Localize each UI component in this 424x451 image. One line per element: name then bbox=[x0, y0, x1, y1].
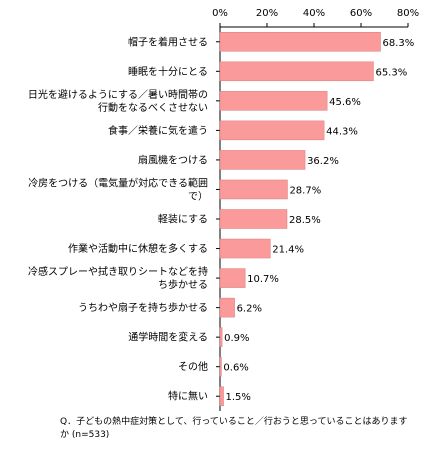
category-label: ち歩かせる bbox=[158, 278, 208, 291]
value-label: 68.3% bbox=[383, 38, 415, 49]
category-label: その他 bbox=[178, 360, 208, 373]
category-label: 通学時間を変える bbox=[128, 331, 208, 344]
value-label: 6.2% bbox=[237, 304, 262, 315]
x-tick-label: 0% bbox=[212, 8, 228, 19]
bar bbox=[219, 91, 328, 111]
category-label: うちわや扇子を持ち歩かせる bbox=[78, 301, 208, 314]
category-label: 冷感スプレーや拭き取りシートなどを持 bbox=[28, 265, 208, 278]
bar bbox=[219, 61, 374, 82]
bar bbox=[219, 238, 271, 259]
bar bbox=[219, 179, 288, 200]
value-label: 28.5% bbox=[289, 215, 321, 226]
category-label: 特に無い bbox=[168, 390, 208, 403]
x-tick-label: 80% bbox=[397, 8, 419, 19]
value-label: 44.3% bbox=[326, 126, 358, 137]
bar bbox=[219, 120, 325, 141]
value-label: 0.9% bbox=[224, 333, 249, 344]
bar bbox=[219, 327, 223, 347]
bar-chart: 0% 20% 40% 60% 80% 帽子を着用させる 68.3% 睡眠を十分にとる 65.3%… bbox=[28, 8, 419, 411]
value-label: 21.4% bbox=[272, 245, 304, 256]
question-note: Q．子どもの熱中症対策として、行っていること／行おうと思っていることはありますか… bbox=[60, 417, 408, 440]
x-tick-label: 20% bbox=[256, 8, 278, 19]
category-label: 睡眠を十分にとる bbox=[128, 65, 208, 78]
bar bbox=[219, 209, 288, 229]
category-label: 作業や活動中に休憩を多くする bbox=[68, 242, 208, 255]
bar bbox=[219, 32, 381, 52]
category-label: 軽装にする bbox=[158, 213, 208, 226]
category-label: 扇風機をつける bbox=[138, 153, 208, 166]
category-label: で） bbox=[188, 190, 208, 202]
category-label: 食事／栄養に気を遣う bbox=[108, 124, 208, 137]
category-label: 帽子を着用させる bbox=[128, 35, 208, 48]
bar bbox=[219, 386, 224, 406]
value-label: 36.2% bbox=[307, 156, 339, 167]
x-tick-label: 40% bbox=[303, 8, 325, 19]
bar bbox=[219, 268, 246, 288]
category-label: 日光を避けるようにする／暑い時間帯の bbox=[28, 88, 208, 101]
bar bbox=[219, 356, 222, 377]
value-label: 28.7% bbox=[289, 185, 321, 196]
bar bbox=[219, 297, 235, 318]
value-label: 0.6% bbox=[223, 363, 248, 374]
value-label: 65.3% bbox=[375, 67, 407, 78]
value-label: 45.6% bbox=[329, 97, 361, 108]
value-label: 10.7% bbox=[247, 274, 279, 285]
x-tick-label: 60% bbox=[350, 8, 372, 19]
value-label: 1.5% bbox=[226, 392, 251, 403]
category-label: 行動をなるべくさせない bbox=[98, 101, 208, 114]
category-label: 冷房をつける（電気量が対応できる範囲 bbox=[28, 176, 208, 189]
bar bbox=[219, 150, 306, 170]
